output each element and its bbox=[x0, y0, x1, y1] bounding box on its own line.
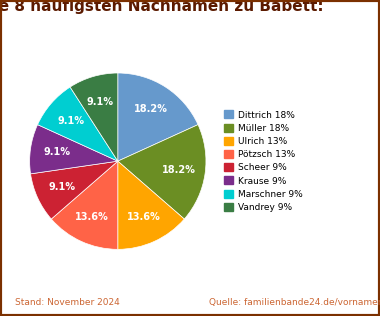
Text: 13.6%: 13.6% bbox=[127, 212, 160, 222]
Wedge shape bbox=[30, 161, 118, 219]
Wedge shape bbox=[118, 73, 198, 161]
Wedge shape bbox=[118, 125, 206, 219]
Wedge shape bbox=[38, 87, 118, 161]
Text: 18.2%: 18.2% bbox=[134, 104, 168, 114]
Text: Stand: November 2024: Stand: November 2024 bbox=[15, 298, 120, 307]
Text: 18.2%: 18.2% bbox=[162, 165, 196, 175]
Text: 13.6%: 13.6% bbox=[75, 212, 109, 222]
Wedge shape bbox=[70, 73, 118, 161]
Wedge shape bbox=[118, 161, 184, 249]
Wedge shape bbox=[30, 125, 118, 174]
Text: Die 8 häufigsten Nachnamen zu Babett:: Die 8 häufigsten Nachnamen zu Babett: bbox=[0, 0, 324, 14]
Wedge shape bbox=[51, 161, 118, 249]
Text: 9.1%: 9.1% bbox=[87, 97, 114, 107]
Text: 9.1%: 9.1% bbox=[43, 148, 70, 157]
Text: Quelle: familienbande24.de/vornamen/: Quelle: familienbande24.de/vornamen/ bbox=[209, 298, 380, 307]
Text: 9.1%: 9.1% bbox=[48, 182, 75, 192]
Legend: Dittrich 18%, Müller 18%, Ulrich 13%, Pötzsch 13%, Scheer 9%, Krause 9%, Marschn: Dittrich 18%, Müller 18%, Ulrich 13%, Pö… bbox=[222, 108, 305, 215]
Text: 9.1%: 9.1% bbox=[58, 116, 85, 126]
